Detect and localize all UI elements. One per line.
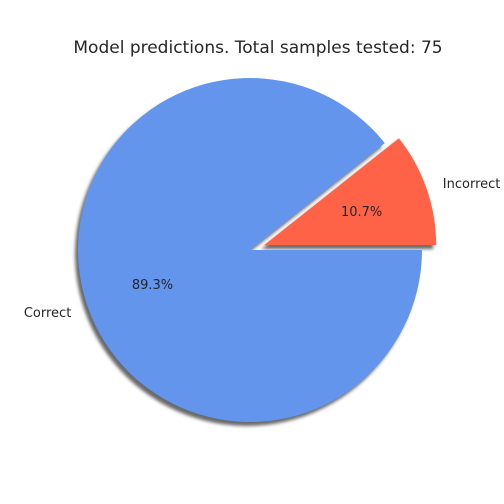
chart-title: Model predictions. Total samples tested:…	[73, 38, 442, 58]
slice-incorrect	[264, 138, 437, 246]
category-label-correct: Correct	[24, 306, 71, 321]
slices	[78, 77, 437, 422]
slice-correct	[78, 77, 423, 422]
percent-label-incorrect: 10.7%	[341, 205, 382, 220]
category-label-incorrect: Incorrect	[443, 177, 501, 192]
slice-labels: 10.7% Incorrect 89.3% Correct	[24, 177, 501, 321]
percent-label-correct: 89.3%	[132, 278, 173, 293]
